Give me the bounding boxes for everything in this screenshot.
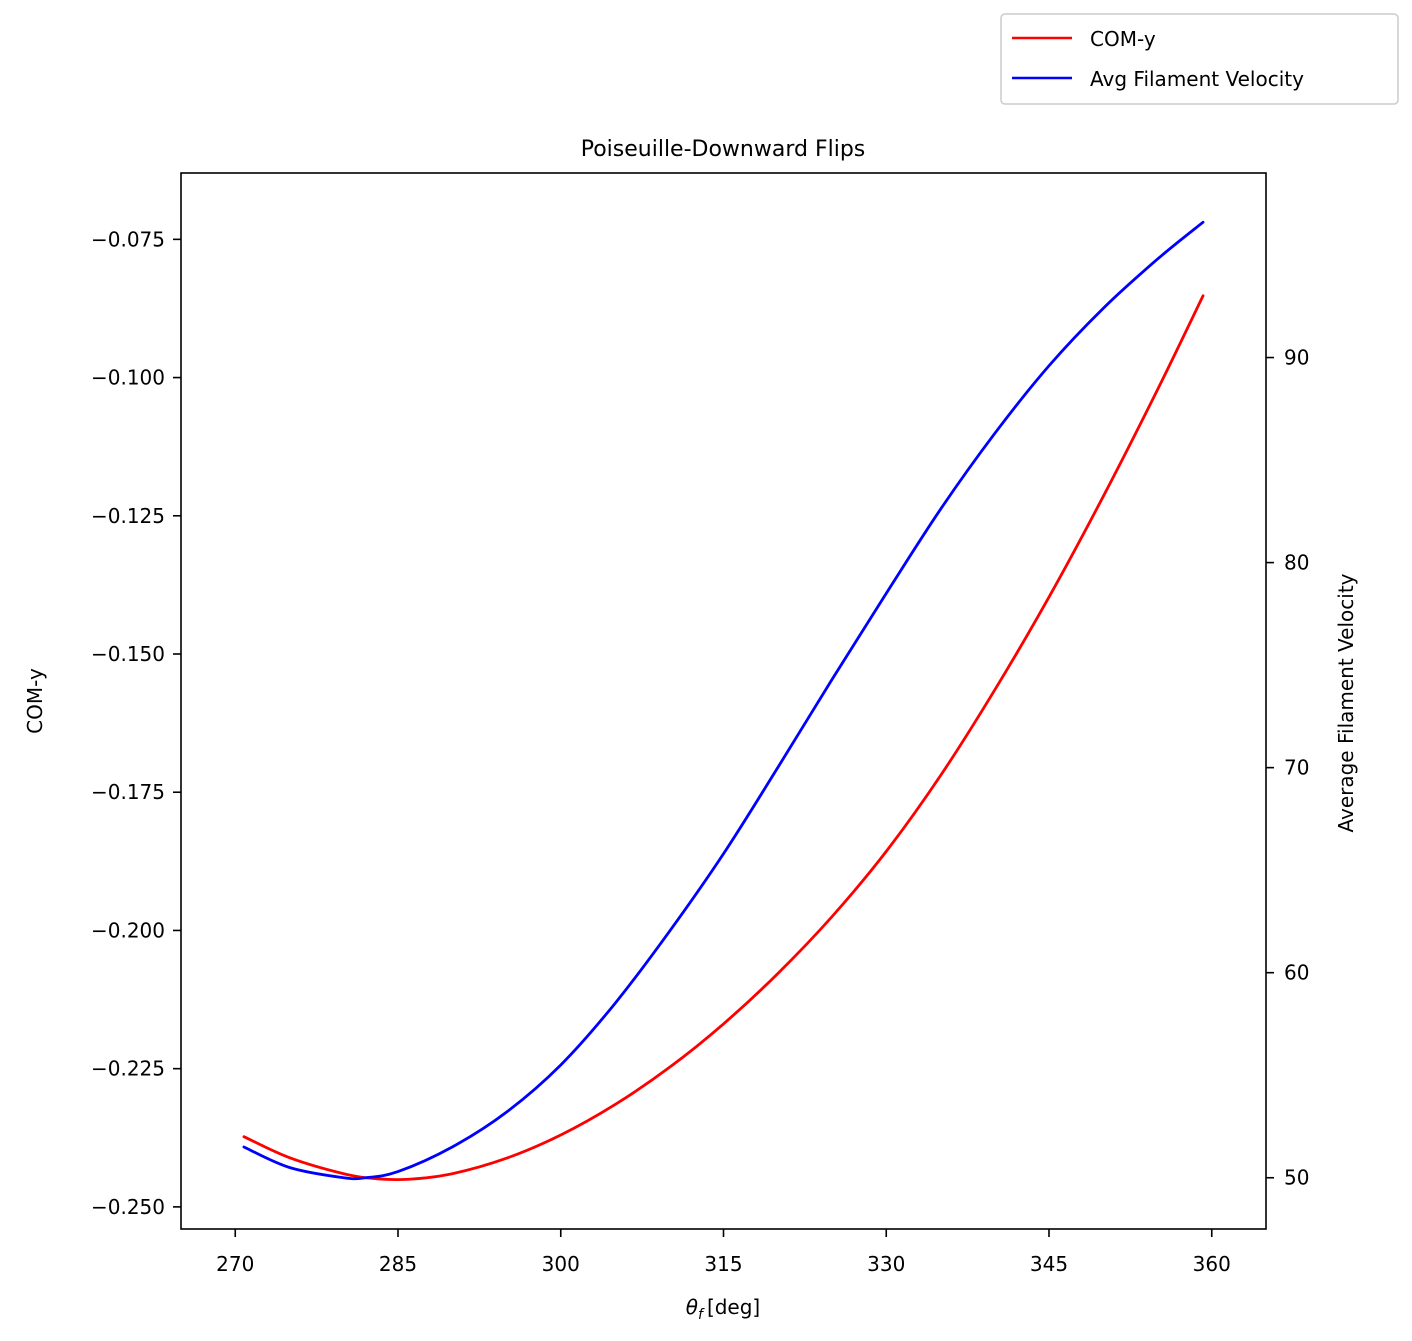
x-axis-label-symbol: θ — [686, 1295, 698, 1319]
y-left-tick-label: −0.225 — [91, 1057, 165, 1081]
x-axis-label: θf [deg] — [686, 1295, 761, 1323]
x-tick-label: 330 — [867, 1252, 905, 1276]
x-axis-label-subscript: f — [698, 1307, 705, 1323]
x-tick-label: 285 — [379, 1252, 417, 1276]
y-right-axis-label: Average Filament Velocity — [1334, 573, 1358, 832]
y-left-tick-label: −0.100 — [91, 366, 165, 390]
x-tick-label: 300 — [542, 1252, 580, 1276]
chart-title: Poiseuille-Downward Flips — [581, 137, 866, 162]
y-right-tick-label: 80 — [1284, 551, 1309, 575]
y-right-tick-label: 60 — [1284, 961, 1309, 985]
y-left-axis-label: COM-y — [23, 668, 47, 734]
legend-label-avg-filament-velocity: Avg Filament Velocity — [1090, 67, 1304, 91]
y-left-axis-ticks: −0.075 −0.100 −0.125 −0.150 −0.175 −0.200 −0.2… — [91, 227, 181, 1219]
y-right-tick-label: 70 — [1284, 756, 1309, 780]
series-line-avg-filament-velocity — [242, 220, 1205, 1181]
y-left-tick-label: −0.075 — [91, 227, 165, 251]
y-left-tick-label: −0.150 — [91, 642, 165, 666]
y-right-tick-label: 50 — [1284, 1166, 1309, 1190]
series-layer — [242, 220, 1205, 1182]
x-tick-label: 270 — [216, 1252, 254, 1276]
y-right-tick-label: 90 — [1284, 346, 1309, 370]
y-left-tick-label: −0.200 — [91, 918, 165, 942]
y-left-tick-label: −0.250 — [91, 1195, 165, 1219]
x-tick-label: 345 — [1030, 1252, 1068, 1276]
y-right-axis-ticks: 50 60 70 80 90 — [1266, 346, 1309, 1190]
y-left-tick-label: −0.175 — [91, 780, 165, 804]
x-tick-label: 360 — [1193, 1252, 1231, 1276]
x-axis-label-unit: [deg] — [707, 1295, 760, 1319]
y-left-tick-label: −0.125 — [91, 504, 165, 528]
x-tick-label: 315 — [704, 1252, 742, 1276]
legend-box — [1000, 13, 1399, 105]
legend: COM-y Avg Filament Velocity — [1000, 13, 1399, 105]
plot-frame — [180, 172, 1267, 1230]
series-line-com-y — [242, 294, 1205, 1182]
x-axis-ticks: 270 285 300 315 330 345 360 — [216, 1229, 1231, 1276]
legend-label-com-y: COM-y — [1090, 27, 1156, 51]
